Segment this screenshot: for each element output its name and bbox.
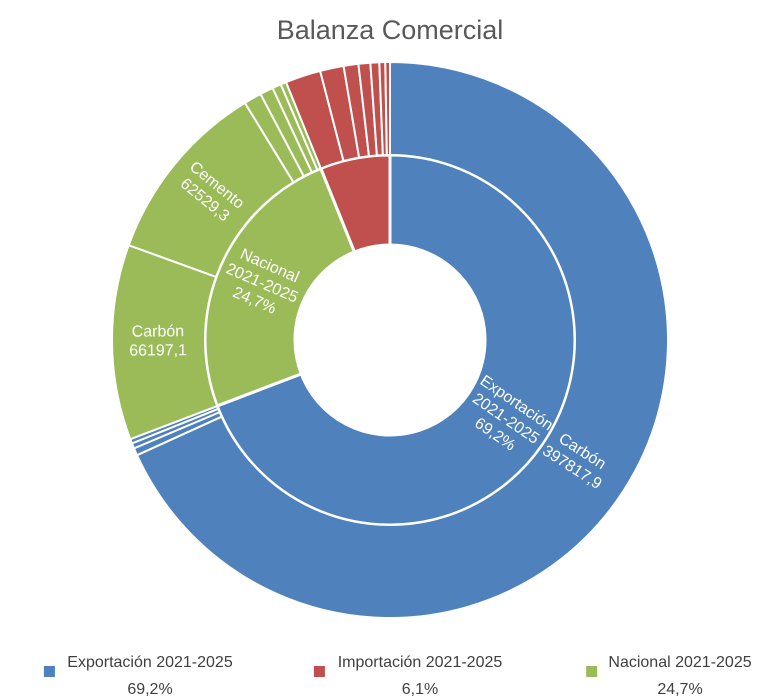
legend-value: 24,7% xyxy=(657,681,702,698)
legend-swatch xyxy=(586,666,598,677)
chart-title: Balanza Comercial xyxy=(277,15,504,45)
outer-segment xyxy=(384,60,391,157)
legend-label: Exportación 2021-2025 xyxy=(67,654,233,671)
data-label-line: 66197,1 xyxy=(129,342,187,359)
legend-swatch xyxy=(43,666,55,677)
legend-label: Nacional 2021-2025 xyxy=(608,654,751,671)
data-label-line: Carbón xyxy=(132,323,185,340)
data-label: Carbón 66197,1 xyxy=(129,323,187,359)
legend-value: 69,2% xyxy=(127,681,172,698)
legend-swatch xyxy=(313,666,325,677)
legend-value: 6,1% xyxy=(402,681,438,698)
legend-label: Importación 2021-2025 xyxy=(338,654,503,671)
outer-segment xyxy=(135,60,669,619)
